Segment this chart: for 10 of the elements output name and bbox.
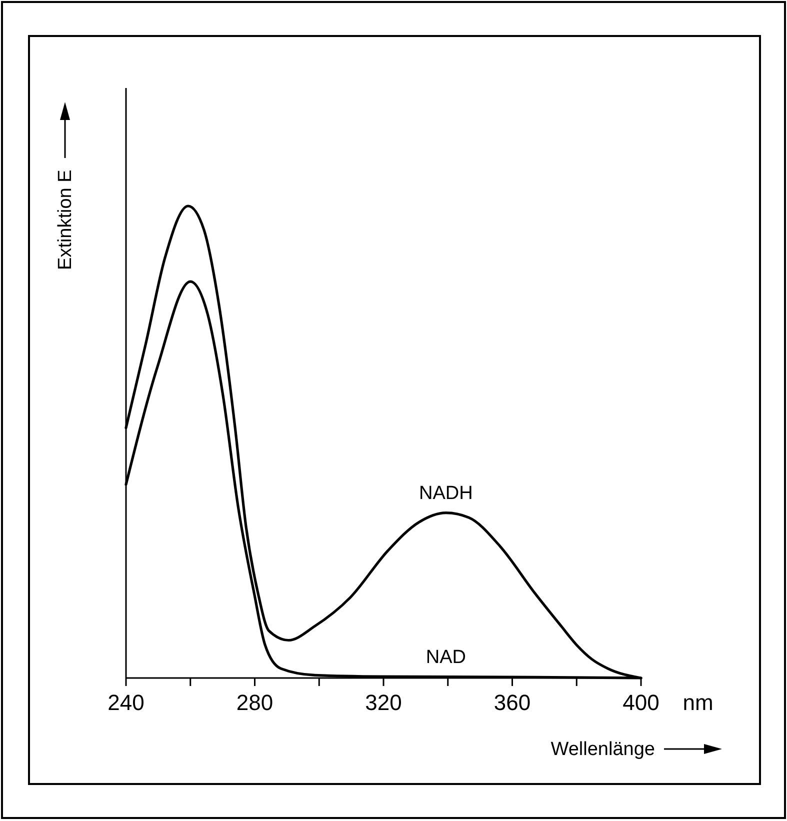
text: nm	[682, 690, 714, 715]
x-tick-label: 240	[108, 690, 144, 715]
x-tick-label: 360	[494, 690, 531, 715]
y-axis-title: Extinktion E	[55, 170, 76, 270]
x-tick-label: 400	[622, 690, 660, 715]
series-label: NADH	[419, 482, 473, 504]
series-label: NAD	[426, 646, 466, 668]
x-tick-label: 320	[365, 690, 402, 715]
x-tick-label: 280	[236, 690, 274, 715]
x-axis-title: Wellenlänge	[550, 739, 655, 760]
